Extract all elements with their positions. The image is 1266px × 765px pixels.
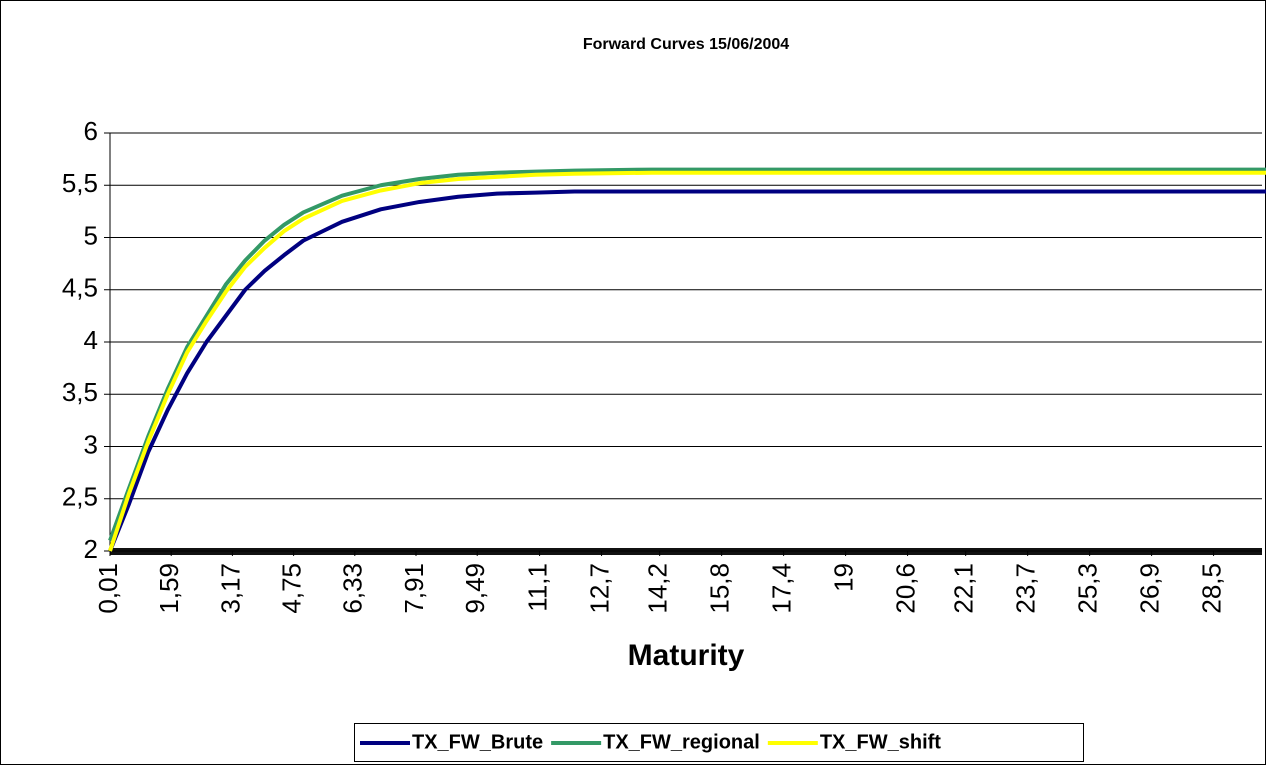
x-tick-label: 22,1 (949, 563, 979, 614)
y-tick-label: 5,5 (62, 168, 98, 198)
series-line (108, 189, 1266, 552)
x-tick-label: 20,6 (890, 563, 920, 614)
series-line (108, 167, 1266, 542)
x-tick-label: 28,5 (1196, 563, 1226, 614)
x-tick-label: 9,49 (460, 563, 490, 614)
x-axis-label: Maturity (628, 639, 745, 672)
y-tick-label: 4 (84, 325, 98, 355)
x-tick-label: 0,01 (93, 563, 123, 614)
chart-title: Forward Curves 15/06/2004 (583, 36, 789, 53)
x-tick-label: 14,2 (643, 563, 673, 614)
x-tick-label: 4,75 (276, 563, 306, 614)
y-tick-label: 3,5 (62, 377, 98, 407)
y-tick-label: 2,5 (62, 482, 98, 512)
y-tick-label: 4,5 (62, 273, 98, 303)
x-tick-label: 12,7 (584, 563, 614, 614)
y-tick-label: 3 (84, 429, 98, 459)
legend-label: TX_FW_Brute (412, 731, 543, 753)
legend-box (354, 723, 1084, 762)
legend-label: TX_FW_regional (603, 731, 760, 753)
x-tick-label: 6,33 (338, 563, 368, 614)
legend-label: TX_FW_shift (820, 731, 941, 753)
x-tick-label: 23,7 (1011, 563, 1041, 614)
x-tick-label: 19 (828, 563, 858, 592)
x-tick-label: 1,59 (154, 563, 184, 614)
y-tick-label: 6 (84, 116, 98, 146)
x-tick-label: 7,91 (399, 563, 429, 614)
x-tick-label: 3,17 (215, 563, 245, 614)
x-tick-label: 15,8 (705, 563, 735, 614)
x-tick-label: 17,4 (766, 563, 796, 614)
series-line (108, 170, 1266, 552)
y-tick-label: 5 (84, 220, 98, 250)
x-tick-label: 11,1 (522, 563, 552, 612)
x-tick-label: 26,9 (1134, 563, 1164, 614)
y-tick-label: 2 (84, 534, 98, 564)
x-tick-label: 25,3 (1073, 563, 1103, 614)
